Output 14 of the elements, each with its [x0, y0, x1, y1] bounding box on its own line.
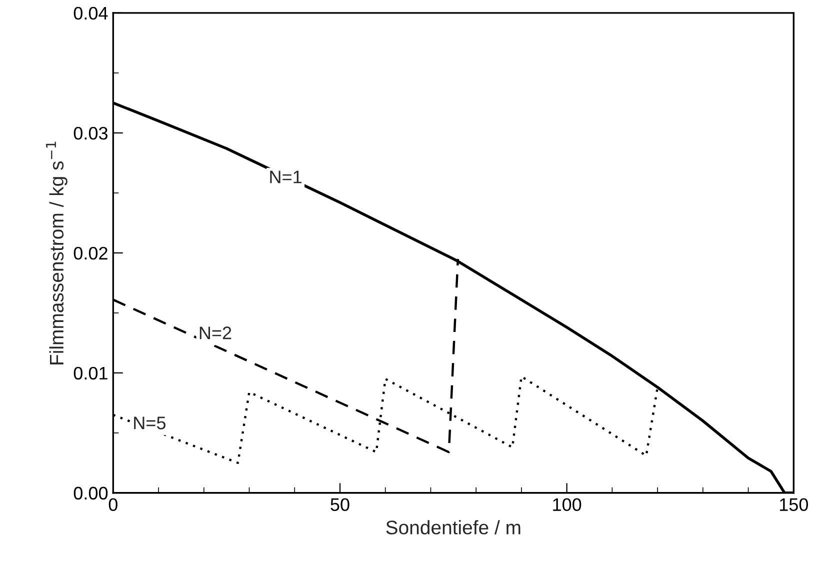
annotation: N=2: [200, 326, 232, 340]
y-axis-title: Filmmassenstrom / kg s$^{−1}$: [46, 142, 68, 364]
y-tick-label: 0.00: [74, 486, 108, 500]
x-tick-label: 100: [553, 498, 582, 511]
y-tick-label: 0.03: [74, 126, 108, 140]
y-tick-label: 0.02: [74, 246, 108, 260]
x-tick-label: 150: [780, 498, 808, 511]
annotation: N=5: [134, 416, 166, 430]
x-tick-label: 0: [108, 498, 118, 511]
y-tick-label: 0.04: [74, 6, 108, 20]
y-tick-label: 0.01: [74, 366, 108, 380]
annotation: N=1: [270, 170, 302, 184]
x-tick-label: 50: [330, 498, 350, 511]
x-axis-title: Sondentiefe / m: [386, 520, 520, 534]
